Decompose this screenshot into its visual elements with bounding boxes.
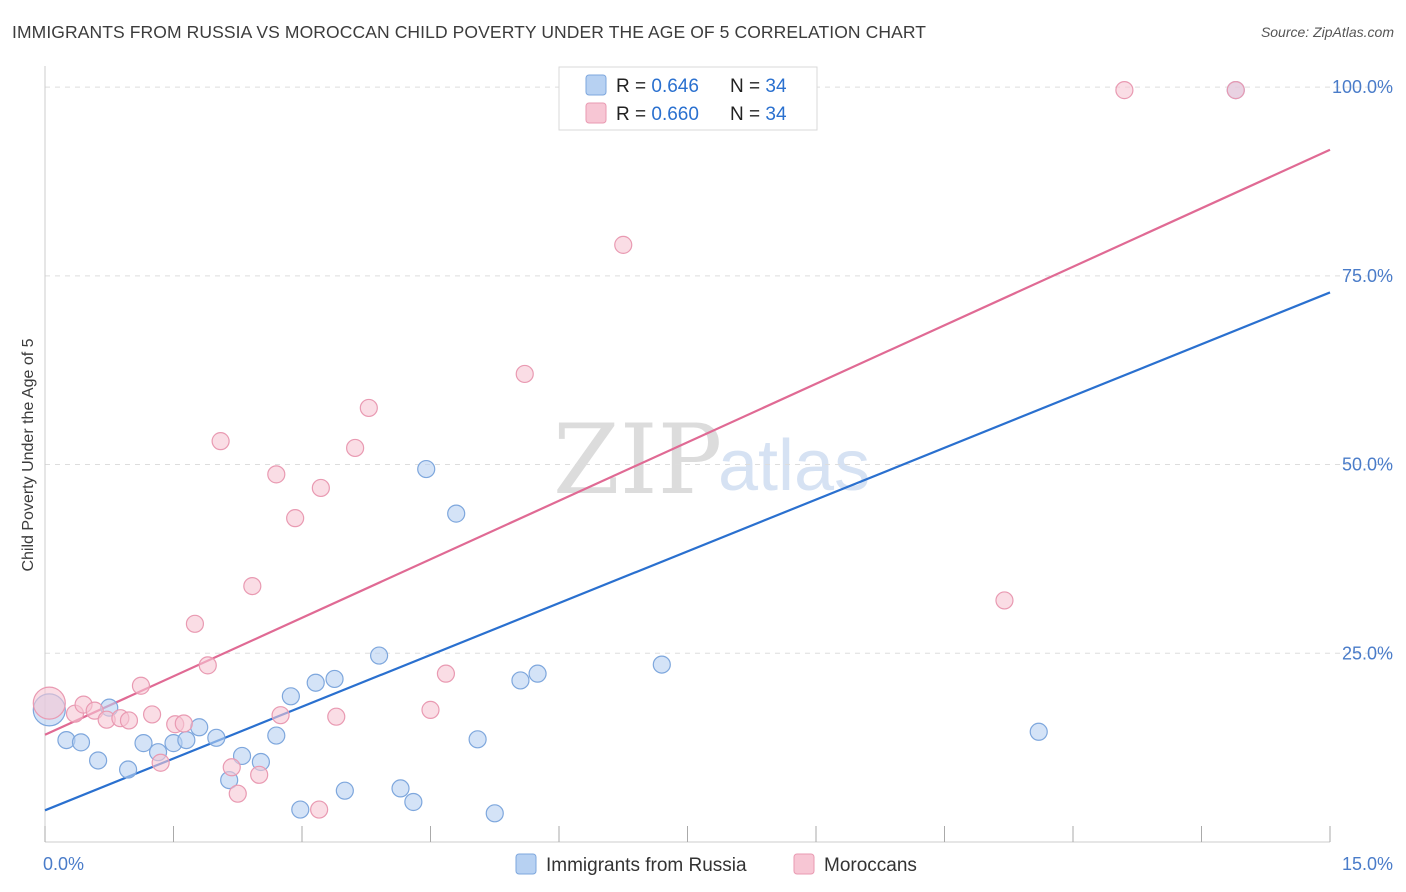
y-axis-title: Child Poverty Under the Age of 5 bbox=[20, 338, 37, 571]
svg-text:N = 34: N = 34 bbox=[730, 104, 787, 125]
point-moroccans bbox=[119, 711, 139, 730]
point-moroccans bbox=[222, 758, 241, 777]
point-moroccans bbox=[1226, 81, 1245, 100]
legend-r-value: 0.660 bbox=[651, 104, 699, 125]
watermark-atlas: atlas bbox=[718, 426, 870, 506]
legend-label-moroccans: Moroccans bbox=[824, 855, 917, 876]
legend-swatch-russia bbox=[585, 74, 607, 96]
trend-lines bbox=[44, 148, 1331, 812]
chart-title: IMMIGRANTS FROM RUSSIA VS MOROCCAN CHILD… bbox=[12, 22, 927, 42]
point-moroccans bbox=[151, 753, 170, 772]
point-moroccans bbox=[198, 656, 217, 675]
point-moroccans bbox=[1115, 81, 1134, 100]
point-russia bbox=[89, 751, 108, 770]
trend-line-moroccans bbox=[44, 148, 1331, 736]
correlation-legend: R = 0.646 N = 34 R = 0.660 N = 34 bbox=[558, 66, 818, 131]
point-russia bbox=[370, 646, 389, 665]
point-moroccans bbox=[174, 714, 193, 733]
point-russia bbox=[207, 728, 226, 747]
data-points bbox=[32, 81, 1245, 823]
point-moroccans bbox=[421, 700, 440, 719]
point-russia bbox=[267, 726, 286, 745]
point-moroccans bbox=[311, 478, 330, 498]
point-russia bbox=[417, 459, 436, 479]
watermark-zip: ZIP bbox=[553, 404, 722, 516]
legend-label-russia: Immigrants from Russia bbox=[546, 855, 747, 876]
svg-text:R = 0.646: R = 0.646 bbox=[616, 76, 699, 97]
point-russia bbox=[404, 792, 423, 812]
gridlines bbox=[45, 86, 1394, 654]
legend-swatch-moroccans bbox=[585, 102, 607, 124]
point-russia bbox=[447, 504, 466, 523]
point-russia bbox=[325, 669, 344, 689]
point-russia bbox=[281, 687, 300, 706]
point-russia bbox=[511, 671, 530, 690]
y-tick-label: 50.0% bbox=[1342, 455, 1393, 475]
legend-swatch-moroccans bbox=[793, 853, 815, 875]
watermark: ZIP atlas bbox=[553, 404, 870, 516]
svg-text:R = 0.660: R = 0.660 bbox=[616, 104, 699, 125]
legend-n-label: N = bbox=[730, 76, 765, 97]
point-moroccans bbox=[211, 432, 230, 451]
point-russia bbox=[1029, 722, 1048, 741]
point-moroccans bbox=[346, 438, 365, 458]
tick-labels: 25.0% 50.0% 75.0% 100.0% 0.0% 15.0% bbox=[43, 77, 1393, 874]
point-russia bbox=[71, 733, 91, 752]
point-russia bbox=[291, 800, 310, 819]
x-tick-label: 0.0% bbox=[43, 854, 84, 874]
y-tick-label: 25.0% bbox=[1342, 643, 1393, 663]
point-moroccans bbox=[32, 686, 66, 720]
point-moroccans bbox=[243, 576, 262, 596]
point-russia bbox=[306, 673, 325, 692]
point-moroccans bbox=[359, 398, 378, 418]
point-russia bbox=[177, 730, 196, 750]
point-russia bbox=[190, 718, 209, 737]
point-moroccans bbox=[267, 465, 286, 484]
legend-n-value: 34 bbox=[765, 76, 787, 97]
legend-r-label: R = bbox=[616, 76, 651, 97]
point-moroccans bbox=[250, 765, 269, 784]
point-russia bbox=[485, 804, 504, 823]
legend-swatch-russia bbox=[515, 853, 537, 875]
point-russia bbox=[652, 655, 671, 674]
x-tick-label: 15.0% bbox=[1342, 854, 1393, 874]
point-russia bbox=[232, 746, 252, 766]
y-tick-label: 75.0% bbox=[1342, 266, 1393, 286]
legend-r-value: 0.646 bbox=[651, 76, 699, 97]
y-tick-label: 100.0% bbox=[1332, 77, 1393, 97]
source-credit: Source: ZipAtlas.com bbox=[1260, 24, 1394, 40]
point-moroccans bbox=[185, 614, 205, 633]
point-moroccans bbox=[995, 591, 1014, 610]
point-russia bbox=[118, 760, 138, 779]
point-russia bbox=[335, 781, 354, 800]
point-russia bbox=[468, 730, 487, 749]
point-moroccans bbox=[436, 664, 456, 683]
point-moroccans bbox=[515, 364, 534, 384]
point-moroccans bbox=[85, 701, 104, 720]
legend-r-label: R = bbox=[616, 104, 651, 125]
point-moroccans bbox=[614, 235, 633, 254]
point-moroccans bbox=[271, 706, 290, 725]
point-moroccans bbox=[286, 509, 305, 528]
point-russia bbox=[134, 734, 153, 753]
point-moroccans bbox=[142, 705, 162, 724]
point-moroccans bbox=[327, 707, 346, 726]
legend-n-label: N = bbox=[730, 104, 765, 125]
point-moroccans bbox=[228, 784, 247, 803]
series-legend: Immigrants from Russia Moroccans bbox=[515, 853, 917, 876]
legend-n-value: 34 bbox=[765, 104, 787, 125]
point-russia bbox=[391, 779, 410, 798]
svg-text:N = 34: N = 34 bbox=[730, 76, 787, 97]
point-moroccans bbox=[131, 676, 151, 695]
trend-line-russia bbox=[44, 291, 1331, 812]
point-russia bbox=[528, 664, 547, 683]
point-moroccans bbox=[310, 800, 329, 819]
